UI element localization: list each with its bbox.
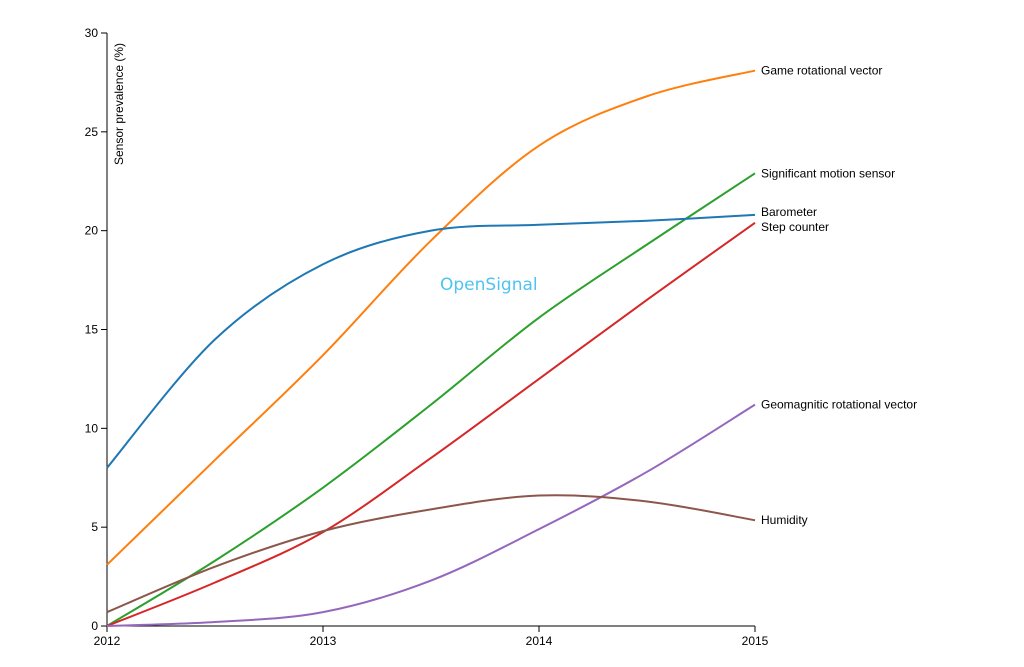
- x-tick-label: 2012: [94, 634, 121, 648]
- y-axis-label: Sensor prevalence (%): [112, 43, 126, 165]
- x-tick-label: 2014: [526, 634, 553, 648]
- series-label-step-counter: Step counter: [761, 220, 829, 234]
- series-line-step-counter: [106, 221, 756, 627]
- y-tick-label: 20: [85, 224, 99, 238]
- series-line-geomagnitic-rotational-vector: [106, 403, 756, 627]
- y-tick: 30: [85, 26, 107, 40]
- watermark-logo: OpenSignal: [440, 275, 538, 295]
- y-tick-label: 10: [85, 421, 99, 435]
- y-tick-label: 30: [85, 26, 99, 40]
- y-tick: 10: [85, 421, 107, 435]
- series-line-barometer: [106, 213, 756, 469]
- x-tick: 2015: [742, 626, 769, 648]
- series-label-game-rotational-vector: Game rotational vector: [761, 64, 882, 78]
- y-tick: 15: [85, 323, 107, 337]
- y-tick: 20: [85, 224, 107, 238]
- y-tick-label: 5: [91, 520, 98, 534]
- x-axis: 2012 2013 2014 2015: [94, 625, 769, 648]
- series-label-geomagnitic-rotational-vector: Geomagnitic rotational vector: [761, 398, 917, 412]
- x-tick: 2013: [310, 626, 337, 648]
- y-tick: 5: [91, 520, 107, 534]
- x-tick-label: 2015: [742, 634, 769, 648]
- y-tick-label: 0: [91, 619, 98, 633]
- y-tick-label: 15: [85, 323, 99, 337]
- y-tick-label: 25: [85, 125, 99, 139]
- y-tick: 0: [91, 619, 107, 633]
- series-labels: Game rotational vector Significant motion…: [761, 64, 917, 528]
- x-tick-label: 2013: [310, 634, 337, 648]
- series-lines: [106, 69, 756, 627]
- x-tick: 2012: [94, 626, 121, 648]
- series-line-game-rotational-vector: [106, 69, 756, 566]
- series-label-barometer: Barometer: [761, 205, 817, 219]
- series-label-significant-motion-sensor: Significant motion sensor: [761, 166, 895, 180]
- series-label-humidity: Humidity: [761, 513, 808, 527]
- y-axis: 0 5 10 15 20 25 30: [85, 26, 108, 633]
- y-tick: 25: [85, 125, 107, 139]
- series-line-significant-motion-sensor: [106, 172, 756, 627]
- series-line-humidity: [106, 494, 756, 614]
- x-tick: 2014: [526, 626, 553, 648]
